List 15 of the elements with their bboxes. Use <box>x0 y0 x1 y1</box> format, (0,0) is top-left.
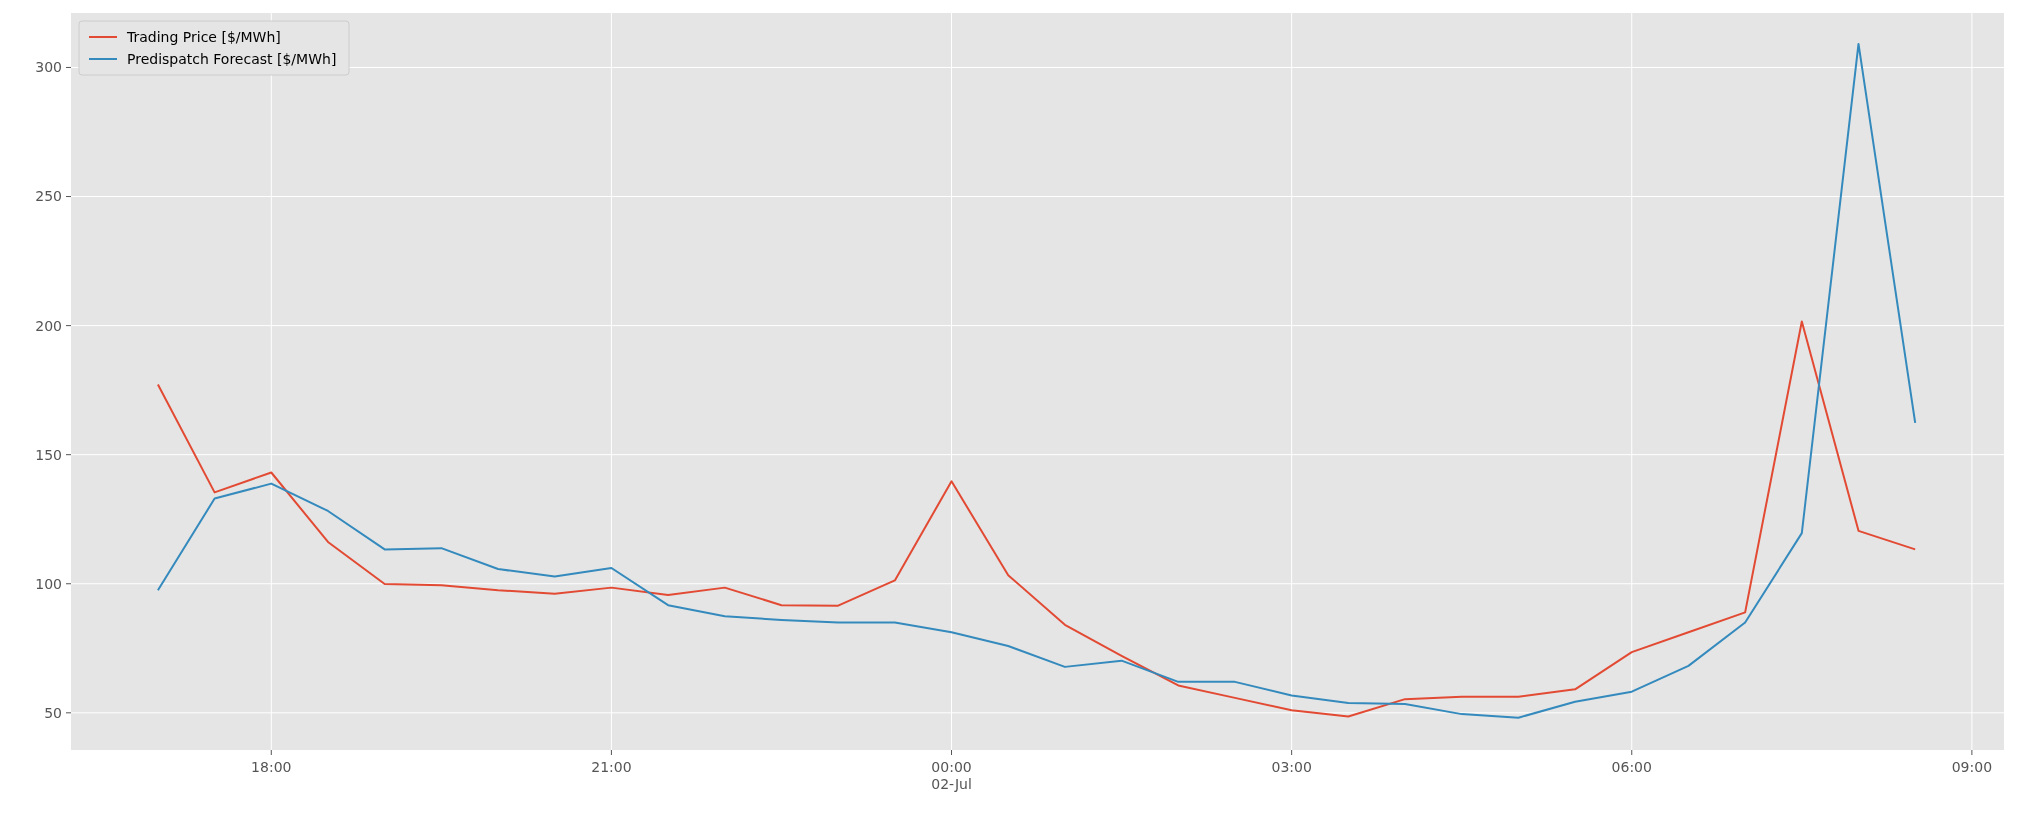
y-tick-label: 100 <box>35 575 62 592</box>
x-tick-label: 00:00 02-Jul <box>931 759 972 792</box>
y-tick-label: 250 <box>35 188 62 205</box>
x-tick-label: 09:00 <box>1951 759 1993 775</box>
x-tick-label: 06:00 <box>1611 759 1652 775</box>
x-tick-label: 18:00 <box>251 759 292 775</box>
y-tick-label: 200 <box>35 317 62 334</box>
legend-label: Predispatch Forecast [$/MWh] <box>127 50 337 67</box>
x-tick-label: 03:00 <box>1271 759 1312 775</box>
y-tick-label: 300 <box>35 59 62 76</box>
y-tick-label: 50 <box>44 704 62 721</box>
x-tick-label: 21:00 <box>591 759 632 775</box>
line-series <box>156 320 1917 718</box>
legend-label: Trading Price [$/MWh] <box>126 28 281 45</box>
y-tick-label: 150 <box>35 446 62 463</box>
